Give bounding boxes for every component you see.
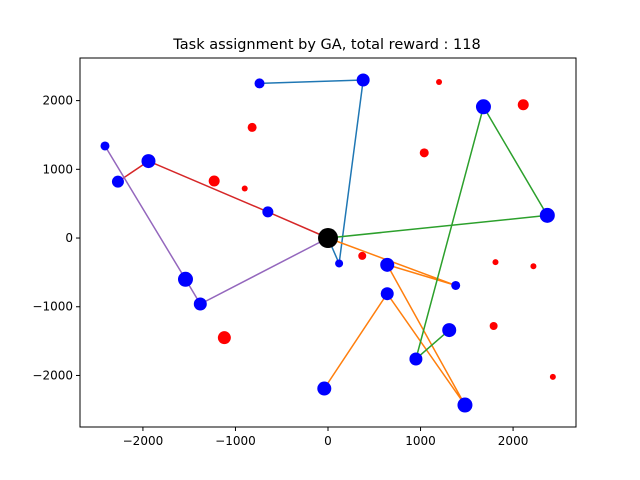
assigned-task-point-7 bbox=[380, 287, 394, 301]
y-tick-label: 1000 bbox=[42, 162, 73, 176]
unassigned-task-point-9 bbox=[492, 259, 499, 266]
unassigned-task-point-8 bbox=[419, 148, 429, 158]
x-tick-label: −1000 bbox=[215, 434, 256, 448]
assigned-task-point-16 bbox=[193, 297, 207, 311]
unassigned-task-point-13 bbox=[358, 251, 367, 260]
assigned-task-point-2 bbox=[356, 73, 370, 87]
assigned-task-point-10 bbox=[475, 99, 491, 115]
y-tick-label: 0 bbox=[65, 231, 73, 245]
assigned-task-point-8 bbox=[317, 381, 332, 396]
route-line-2 bbox=[323, 237, 466, 406]
unassigned-task-point-7 bbox=[517, 99, 529, 111]
assigned-task-point-12 bbox=[442, 323, 457, 338]
unassigned-task-point-12 bbox=[549, 373, 556, 380]
assigned-task-point-17 bbox=[177, 271, 193, 287]
assigned-task-point-3 bbox=[254, 78, 265, 89]
unassigned-task-point-10 bbox=[530, 263, 537, 270]
assigned-task-point-9 bbox=[539, 207, 555, 223]
points-layer bbox=[100, 73, 556, 413]
route-line-4 bbox=[117, 160, 329, 239]
x-tick-label: 0 bbox=[324, 434, 332, 448]
unassigned-task-point-6 bbox=[436, 79, 443, 86]
y-tick-label: −1000 bbox=[32, 300, 73, 314]
unassigned-task-point-1 bbox=[247, 122, 257, 132]
y-tick-label: 2000 bbox=[42, 94, 73, 108]
route-line-1 bbox=[259, 79, 365, 267]
assigned-task-point-13 bbox=[262, 206, 274, 218]
x-tick-label: −2000 bbox=[123, 434, 164, 448]
x-tick-label: 2000 bbox=[498, 434, 529, 448]
assigned-task-point-14 bbox=[141, 154, 156, 169]
assigned-task-point-6 bbox=[457, 397, 473, 413]
depot-point bbox=[318, 228, 338, 249]
unassigned-task-point-3 bbox=[241, 185, 248, 192]
assigned-task-point-18 bbox=[100, 141, 110, 151]
unassigned-task-point-11 bbox=[489, 321, 498, 330]
x-tick-label: 1000 bbox=[405, 434, 436, 448]
chart-title: Task assignment by GA, total reward : 11… bbox=[172, 37, 480, 53]
y-tick-label: −2000 bbox=[32, 368, 73, 382]
unassigned-task-point-2 bbox=[208, 175, 220, 187]
assigned-task-point-1 bbox=[335, 259, 344, 268]
y-axis: −2000 −1000 0 1000 2000 bbox=[32, 94, 80, 382]
assigned-task-point-5 bbox=[380, 257, 395, 272]
route-line-5 bbox=[104, 145, 329, 305]
assigned-task-point-15 bbox=[111, 175, 124, 188]
assigned-task-point-4 bbox=[451, 280, 461, 290]
x-axis: −2000 −1000 0 1000 2000 bbox=[123, 427, 529, 448]
unassigned-task-point-4 bbox=[217, 331, 231, 345]
assigned-task-point-11 bbox=[409, 352, 423, 366]
